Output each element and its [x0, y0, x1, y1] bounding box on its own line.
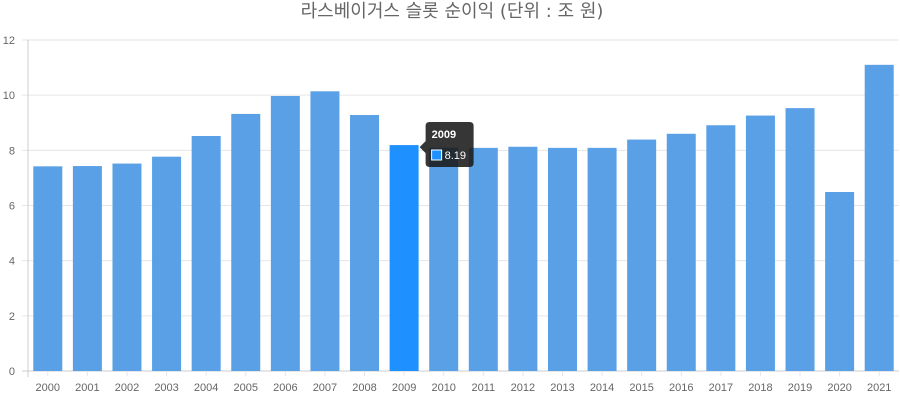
bars: [33, 64, 894, 372]
bar-2007: [310, 91, 340, 372]
bar-2008: [350, 115, 380, 371]
bar-2012: [508, 146, 538, 371]
bar-2018: [745, 115, 775, 371]
x-tick-label: 2018: [748, 382, 772, 394]
bar-2017: [706, 125, 736, 371]
x-tick-label: 2009: [392, 382, 416, 394]
tooltip: 2009 8.19: [419, 122, 474, 167]
bar-2001: [72, 166, 102, 371]
y-tick-label: 8: [9, 145, 15, 157]
bar-2002: [112, 163, 142, 371]
x-tick-label: 2006: [273, 382, 297, 394]
y-tick-label: 0: [9, 366, 15, 378]
x-tick-label: 2015: [629, 382, 653, 394]
x-tick-label: 2016: [669, 382, 693, 394]
x-tick-label: 2005: [234, 382, 258, 394]
y-axis: 0 2 4 6 8 10 12: [3, 35, 15, 378]
tooltip-value: 8.19: [445, 150, 466, 162]
x-tick-label: 2019: [788, 382, 812, 394]
bar-2016: [666, 133, 696, 371]
x-tick-label: 2012: [511, 382, 535, 394]
bar-2021: [864, 64, 894, 371]
bar-2014: [587, 147, 617, 371]
bar-2015: [627, 139, 657, 371]
x-tick-label: 2003: [154, 382, 178, 394]
x-tick-label: 2010: [431, 382, 455, 394]
bar-2009: [389, 145, 419, 371]
y-tick-label: 12: [3, 35, 15, 47]
x-tick-label: 2014: [590, 382, 614, 394]
bar-2019: [785, 108, 815, 372]
x-tick-label: 2004: [194, 382, 218, 394]
x-tick-label: 2011: [471, 382, 495, 394]
bar-2005: [231, 113, 261, 371]
y-tick-label: 2: [9, 311, 15, 323]
chart-title: 라스베이거스 슬롯 순이익 (단위 : 조 원): [301, 1, 604, 22]
bar-2006: [270, 95, 300, 371]
tooltip-title: 2009: [432, 129, 456, 141]
bar-2000: [33, 166, 63, 371]
x-tick-label: 2017: [709, 382, 733, 394]
x-tick-label: 2002: [115, 382, 139, 394]
y-tick-label: 6: [9, 201, 15, 213]
x-tick-label: 2020: [827, 382, 851, 394]
y-tick-label: 4: [9, 256, 15, 268]
x-tick-label: 2013: [550, 382, 574, 394]
bar-2010: [429, 147, 459, 371]
x-tick-label: 2021: [867, 382, 891, 394]
y-tick-label: 10: [3, 90, 15, 102]
x-tick-label: 2008: [352, 382, 376, 394]
bar-2011: [468, 147, 498, 371]
x-tick-label: 2001: [75, 382, 99, 394]
bar-2020: [825, 191, 855, 371]
bar-2003: [152, 156, 182, 371]
bar-2004: [191, 135, 221, 371]
x-axis: 2000 2001 2002 2003 2004 2005 2006 2007 2008 2009…: [36, 371, 891, 394]
bar-2013: [547, 147, 577, 371]
x-tick-label: 2007: [313, 382, 337, 394]
tooltip-color-swatch: [431, 149, 443, 161]
x-tick-label: 2000: [36, 382, 60, 394]
